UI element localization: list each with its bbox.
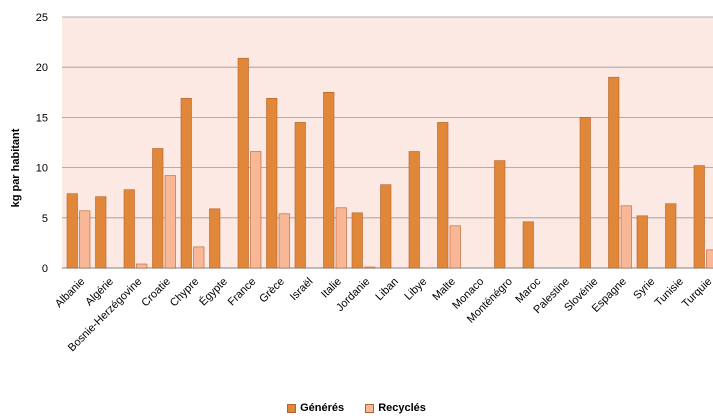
y-tick-label: 5 — [42, 213, 48, 225]
x-axis-ticks: AlbanieAlgérieBosnie-HerzégovineCroatieC… — [53, 275, 713, 354]
bar-generes — [180, 98, 192, 269]
legend-swatch-generes — [287, 403, 297, 413]
bar-recycles — [79, 210, 91, 269]
bar-generes — [408, 151, 420, 269]
bar-generes — [665, 203, 677, 269]
y-tick-label: 10 — [36, 163, 48, 175]
x-tick-label: Israël — [288, 276, 316, 304]
x-tick-label: Turquie — [680, 276, 713, 311]
bar-recycles — [136, 263, 148, 269]
bar-generes — [579, 117, 591, 269]
bar-recycles — [620, 205, 632, 269]
legend: Générés Recyclés — [0, 402, 713, 416]
bar-generes — [437, 122, 449, 269]
bar-generes — [294, 122, 306, 269]
x-tick-label: Italie — [319, 276, 344, 301]
y-axis-label: kg par habitant — [10, 128, 22, 207]
bar-recycles — [364, 266, 376, 269]
bar-generes — [209, 208, 221, 269]
bar-recycles — [335, 207, 347, 269]
legend-swatch-recycles — [365, 403, 375, 413]
legend-item-recycles: Recyclés — [365, 402, 426, 414]
bar-generes — [323, 92, 335, 269]
y-tick-label: 25 — [36, 12, 48, 24]
x-tick-label: Libye — [402, 276, 429, 303]
x-tick-label: Albanie — [53, 276, 87, 310]
y-axis-ticks: 0 5 10 15 20 25 — [36, 12, 48, 275]
bar-generes — [693, 165, 705, 269]
bar-generes — [95, 196, 107, 269]
bar-generes — [152, 148, 164, 269]
bar-recycles — [449, 225, 461, 269]
bar-recycles — [193, 246, 205, 269]
bar-recycles — [706, 249, 713, 269]
bar-generes — [123, 189, 135, 269]
bars — [66, 57, 713, 269]
x-tick-label: Égypte — [197, 275, 230, 308]
legend-item-generes: Générés — [287, 402, 344, 414]
y-tick-label: 15 — [36, 112, 48, 124]
bar-generes — [237, 57, 249, 269]
bar-generes — [266, 98, 278, 269]
bar-generes — [608, 76, 620, 269]
x-tick-label: Grèce — [257, 276, 287, 306]
bar-generes — [351, 212, 363, 269]
legend-label-recycles: Recyclés — [378, 402, 426, 414]
legend-label-generes: Générés — [300, 402, 345, 414]
bar-generes — [522, 221, 534, 269]
bar-generes — [494, 160, 506, 269]
x-tick-label: Croatie — [139, 276, 173, 310]
bar-recycles — [278, 213, 290, 269]
bar-recycles — [164, 175, 176, 269]
bar-generes — [636, 215, 648, 269]
y-tick-label: 20 — [36, 62, 48, 74]
x-tick-label: Syrie — [631, 276, 657, 302]
bar-generes — [380, 184, 392, 269]
x-tick-label: Chypre — [168, 276, 202, 310]
bar-recycles — [250, 151, 262, 269]
x-tick-label: France — [226, 276, 259, 309]
bar-generes — [66, 193, 78, 269]
x-tick-label: Liban — [373, 276, 401, 304]
y-tick-label: 0 — [42, 263, 48, 275]
